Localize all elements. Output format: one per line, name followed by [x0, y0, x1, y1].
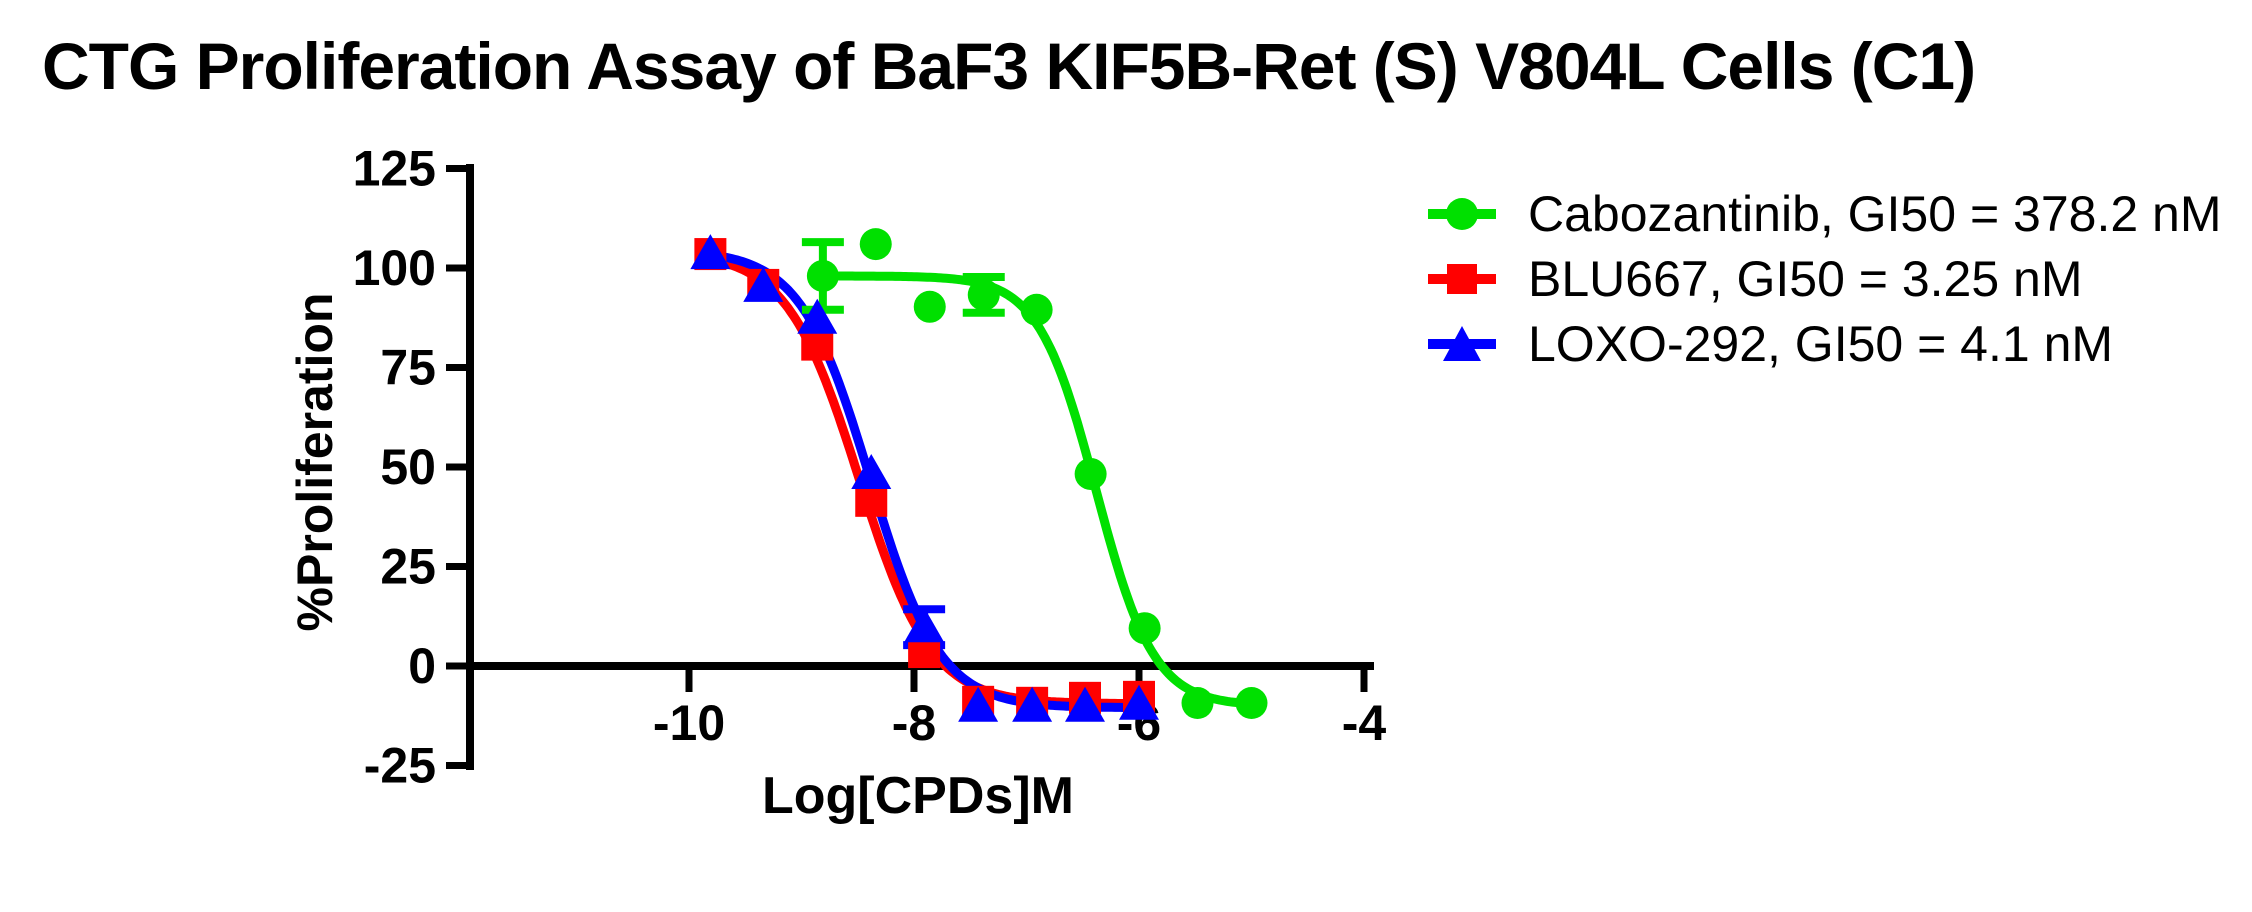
legend-label: LOXO-292, GI50 = 4.1 nM [1528, 315, 2114, 372]
y-axis-tick-label: 75 [380, 340, 436, 396]
legend: Cabozantinib, GI50 = 378.2 nM BLU667, GI… [1422, 181, 2222, 376]
data-point-cabozantinib [967, 278, 1000, 311]
data-point-cabozantinib [1181, 687, 1214, 720]
legend-label: Cabozantinib, GI50 = 378.2 nM [1528, 185, 2222, 242]
x-axis-tick-label: -8 [892, 695, 936, 751]
data-point-blu667 [801, 328, 834, 361]
y-axis-tick-label: 25 [380, 539, 436, 595]
legend-marker-circle-icon [1428, 197, 1496, 230]
legend-item-loxo292: LOXO-292, GI50 = 4.1 nM [1422, 311, 2222, 376]
y-axis-tick-label: 0 [408, 638, 436, 694]
legend-marker-triangle-icon [1428, 325, 1496, 361]
legend-label: BLU667, GI50 = 3.25 nM [1528, 250, 2083, 307]
data-point-loxo-292 [743, 266, 784, 302]
data-point-cabozantinib [1235, 687, 1268, 720]
data-point-loxo-292 [1012, 686, 1053, 722]
data-point-loxo-292 [1119, 684, 1159, 720]
data-point-cabozantinib [1074, 457, 1107, 490]
chart-title: CTG Proliferation Assay of BaF3 KIF5B-Re… [42, 29, 1976, 103]
data-point-blu667 [855, 484, 888, 517]
data-point-cabozantinib [859, 228, 892, 261]
data-point-loxo-292 [958, 686, 999, 722]
data-point-cabozantinib [1128, 612, 1161, 645]
x-axis-tick-label: -4 [1342, 695, 1387, 751]
y-axis-tick-label: -25 [364, 738, 436, 794]
y-axis-title: %Proliferation [287, 292, 343, 632]
figure: CTG Proliferation Assay of BaF3 KIF5B-Re… [42, 29, 2222, 825]
data-point-cabozantinib [1020, 293, 1053, 326]
y-axis-tick-label: 125 [353, 141, 436, 197]
data-point-loxo-292 [797, 298, 838, 334]
data-point-loxo-292 [904, 607, 945, 643]
data-point-loxo-292 [690, 234, 731, 270]
data-point-cabozantinib [913, 290, 946, 323]
legend-item-blu667: BLU667, GI50 = 3.25 nM [1422, 246, 2222, 311]
y-axis-tick-label: 50 [380, 439, 436, 495]
x-axis-title: Log[CPDs]M [762, 767, 1074, 825]
legend-marker-square-icon [1428, 263, 1496, 294]
data-point-loxo-292 [1065, 686, 1105, 722]
data-point-cabozantinib [806, 259, 839, 292]
legend-item-cabozantinib: Cabozantinib, GI50 = 378.2 nM [1422, 181, 2222, 246]
x-axis-tick-label: -10 [653, 695, 725, 751]
y-axis-tick-label: 100 [353, 240, 436, 296]
data-point-loxo-292 [851, 453, 892, 489]
